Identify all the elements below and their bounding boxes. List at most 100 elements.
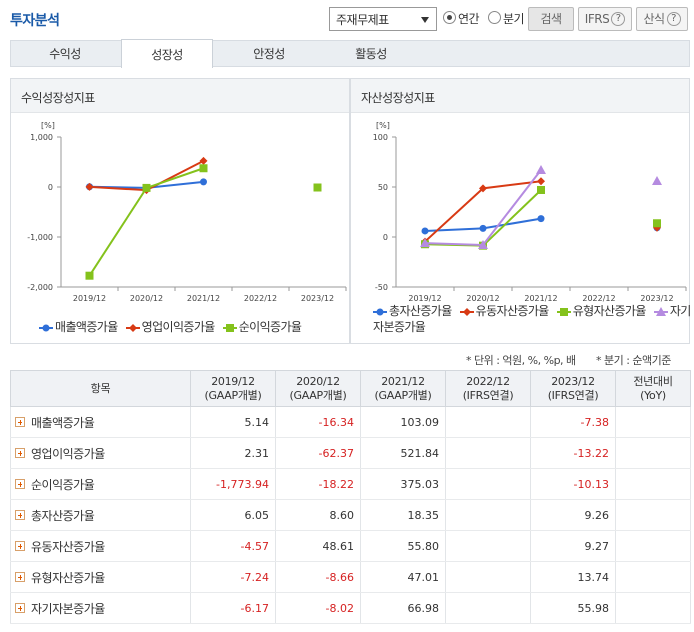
data-point <box>537 185 545 194</box>
radio-annual[interactable] <box>443 11 456 24</box>
expand-plus-icon[interactable] <box>15 603 25 613</box>
expand-plus-icon[interactable] <box>15 572 25 582</box>
data-point <box>225 323 234 332</box>
value-cell: 9.26 <box>530 499 616 531</box>
data-point <box>655 306 666 316</box>
y-tick-label: -1,000 <box>27 233 53 242</box>
unit-note: * 단위 : 억원, %, %p, 배 <box>466 354 576 367</box>
data-point <box>199 164 208 173</box>
column-header: 2019/12 (GAAP개별) <box>190 370 276 407</box>
data-point <box>85 182 94 191</box>
growth-table: 항목 2019/12 (GAAP개별) 2020/12 (GAAP개별) 2021/12(… <box>10 370 691 624</box>
legend-item: 총자산증가율 <box>373 304 452 318</box>
panel-title: 수익성장성지표 <box>11 79 349 113</box>
value-cell: -16.34 <box>275 406 361 438</box>
legend-marker-icon <box>125 323 140 332</box>
y-tick-label: -2,000 <box>27 283 53 292</box>
tab-profitability[interactable]: 수익성 <box>49 47 81 61</box>
table-row: 매출액증가율 5.14 -16.34 103.09 -7.38 <box>10 406 691 438</box>
y-tick-label: -50 <box>375 283 388 292</box>
row-label-cell[interactable]: 총자산증가율 <box>10 499 191 531</box>
search-button[interactable]: 검색 <box>528 7 574 31</box>
expand-plus-icon[interactable] <box>15 541 25 551</box>
panel-title: 자산성장성지표 <box>351 79 689 113</box>
x-tick-label: 2020/12 <box>130 294 163 303</box>
expand-plus-icon[interactable] <box>15 479 25 489</box>
legend-marker-icon <box>653 306 668 316</box>
x-tick-label: 2023/12 <box>301 294 334 303</box>
value-cell: -6.17 <box>190 592 276 624</box>
row-label-cell[interactable]: 매출액증가율 <box>10 406 191 438</box>
legend-item: 유동자산증가율 <box>459 304 549 318</box>
value-cell <box>615 592 691 624</box>
column-header: 2020/12 (GAAP개별) <box>275 370 361 407</box>
value-cell: 18.35 <box>360 499 446 531</box>
value-cell: 55.80 <box>360 530 446 562</box>
tab-activity[interactable]: 활동성 <box>355 47 387 61</box>
value-cell: 103.09 <box>360 406 446 438</box>
value-cell <box>615 437 691 469</box>
tab-growth[interactable]: 성장성 <box>121 39 213 68</box>
legend-marker-icon <box>459 307 474 316</box>
value-cell: 375.03 <box>360 468 446 500</box>
radio-quarter[interactable] <box>488 11 501 24</box>
legend-marker-icon <box>556 307 571 316</box>
column-header: 2023/12 (IFRS연결) <box>530 370 616 407</box>
x-tick-label: 2020/12 <box>466 294 499 303</box>
row-label: 유형자산증가율 <box>31 570 105 585</box>
data-point <box>537 215 545 223</box>
statement-select[interactable]: 주재무제표 <box>329 7 437 31</box>
row-label-cell[interactable]: 순이익증가율 <box>10 468 191 500</box>
expand-plus-icon[interactable] <box>15 448 25 458</box>
y-tick-label: 0 <box>383 233 388 242</box>
row-label: 자기자본증가율 <box>31 601 105 616</box>
x-tick-label: 2021/12 <box>524 294 557 303</box>
row-label-cell[interactable]: 유형자산증가율 <box>10 561 191 593</box>
legend-label: 영업이익증가율 <box>141 320 216 334</box>
value-cell: 8.60 <box>275 499 361 531</box>
ifrs-help-button[interactable]: IFRS? <box>578 7 632 31</box>
column-header-sublabel: (GAAP개별) <box>289 388 347 402</box>
value-cell: 13.74 <box>530 561 616 593</box>
data-point <box>200 178 207 186</box>
value-cell: 5.14 <box>190 406 276 438</box>
expand-plus-icon[interactable] <box>15 510 25 520</box>
radio-quarter-label[interactable]: 분기 <box>503 12 525 26</box>
value-cell <box>615 406 691 438</box>
row-label-cell[interactable]: 영업이익증가율 <box>10 437 191 469</box>
table-row: 영업이익증가율 2.31 -62.37 521.84 -13.22 <box>10 437 691 469</box>
formula-help-button[interactable]: 산식? <box>636 7 688 31</box>
x-tick-label: 2023/12 <box>640 294 673 303</box>
column-header-label: 2022/12 <box>466 374 510 388</box>
column-header-label: 2020/12 <box>296 374 340 388</box>
column-header-label: 2021/12 <box>381 374 425 388</box>
search-button-label: 검색 <box>540 12 562 26</box>
value-cell: -8.02 <box>275 592 361 624</box>
column-header-sublabel: (IFRS연결) <box>462 388 514 402</box>
table-row: 순이익증가율 -1,773.94 -18.22 375.03 -10.13 <box>10 468 691 500</box>
column-header-sublabel: (GAAP개별) <box>374 388 432 402</box>
tab-stability[interactable]: 안정성 <box>253 47 285 61</box>
table-row: 자기자본증가율 -6.17 -8.02 66.98 55.98 <box>10 592 691 624</box>
value-cell <box>445 406 531 438</box>
value-cell: -18.22 <box>275 468 361 500</box>
row-label-cell[interactable]: 자기자본증가율 <box>10 592 191 624</box>
table-row: 총자산증가율 6.05 8.60 18.35 9.26 <box>10 499 691 531</box>
value-cell <box>445 561 531 593</box>
quarter-note: * 분기 : 순액기준 <box>596 354 671 367</box>
data-point <box>479 224 487 232</box>
value-cell: -10.13 <box>530 468 616 500</box>
value-cell: -7.24 <box>190 561 276 593</box>
value-cell: 55.98 <box>530 592 616 624</box>
row-label: 매출액증가율 <box>31 415 95 430</box>
data-point <box>199 156 208 165</box>
column-header: 항목 <box>10 370 191 407</box>
y-tick-label: 50 <box>378 183 388 192</box>
row-label: 유동자산증가율 <box>31 539 105 554</box>
row-label-cell[interactable]: 유동자산증가율 <box>10 530 191 562</box>
value-cell: 6.05 <box>190 499 276 531</box>
value-cell: -7.38 <box>530 406 616 438</box>
column-header-sublabel: (GAAP개별) <box>204 388 262 402</box>
radio-annual-label[interactable]: 연간 <box>458 12 480 26</box>
expand-plus-icon[interactable] <box>15 417 25 427</box>
